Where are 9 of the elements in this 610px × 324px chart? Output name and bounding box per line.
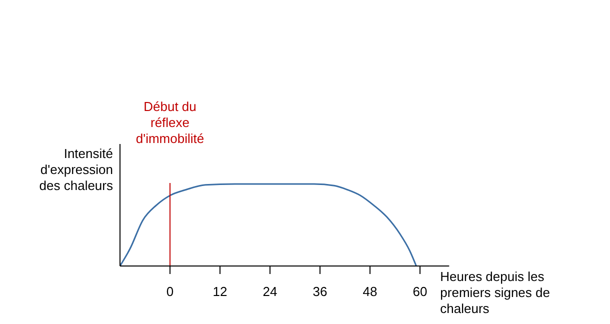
ref-line-label: Début du réflexe d'immobilité — [136, 99, 204, 146]
x-tick-label: 12 — [212, 284, 228, 299]
y-axis-title: Intensité d'expression des chaleurs — [39, 146, 114, 193]
x-tick-label: 48 — [362, 284, 378, 299]
x-tick-label: 24 — [262, 284, 278, 299]
x-tick-label: 60 — [412, 284, 428, 299]
x-tick-label: 36 — [312, 284, 328, 299]
x-axis-title: Heures depuis les premiers signes de chaleurs — [440, 269, 550, 316]
x-tick-label: 0 — [166, 284, 174, 299]
